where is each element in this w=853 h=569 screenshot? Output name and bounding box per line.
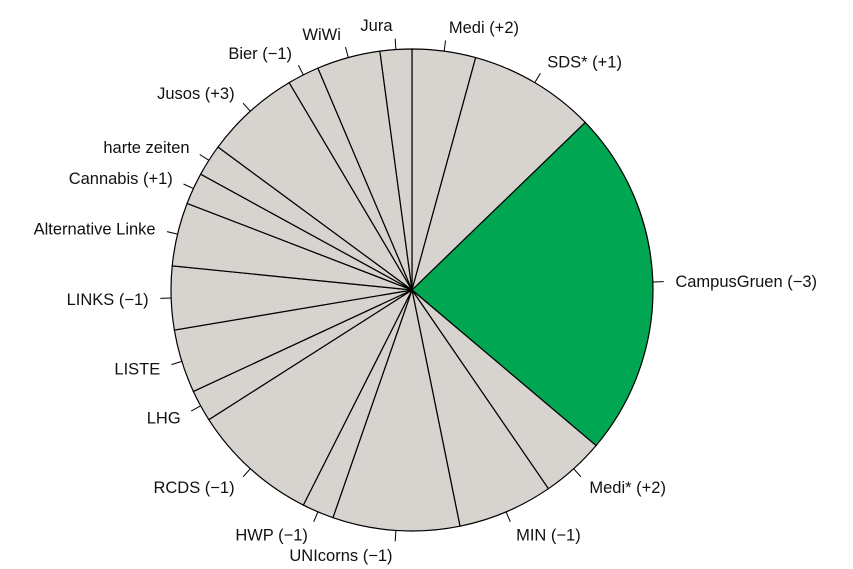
label-tick	[443, 40, 447, 52]
label-tick	[573, 468, 582, 478]
slice-label: LINKS (−1)	[67, 291, 149, 309]
slice-label: WiWi	[302, 26, 340, 44]
label-tick	[183, 183, 194, 190]
label-tick	[242, 468, 251, 478]
slice-label: Jura	[360, 17, 393, 35]
slice-label: SDS* (+1)	[547, 54, 622, 72]
label-tick	[534, 73, 541, 83]
label-tick	[242, 102, 251, 112]
label-tick	[166, 231, 178, 235]
slice-label: Medi* (+2)	[589, 479, 666, 497]
slice-label: Alternative Linke	[34, 220, 156, 238]
slice-label: MIN (−1)	[516, 526, 581, 544]
label-tick	[297, 64, 304, 76]
pie-slice	[411, 121, 654, 447]
slice-label: Bier (−1)	[228, 45, 292, 63]
pie-slice	[208, 288, 414, 506]
slice-label: CampusGruen (−3)	[675, 273, 817, 291]
label-tick	[199, 154, 210, 161]
slice-label: Medi (+2)	[449, 19, 519, 37]
slice-label: LISTE	[114, 361, 160, 379]
label-tick	[171, 360, 182, 366]
slice-label: RCDS (−1)	[153, 479, 234, 497]
label-tick	[394, 38, 397, 50]
slice-label: LHG	[147, 410, 181, 428]
slice-label: HWP (−1)	[235, 526, 308, 544]
slice-label: UNIcorns (−1)	[289, 547, 392, 565]
label-tick	[394, 530, 397, 542]
slice-label: Cannabis (+1)	[69, 170, 173, 188]
label-tick	[505, 511, 511, 523]
label-tick	[190, 405, 201, 412]
slice-label: Jusos (+3)	[157, 85, 235, 103]
label-tick	[344, 46, 349, 58]
slice-label: harte zeiten	[103, 139, 189, 157]
label-tick	[313, 511, 319, 523]
